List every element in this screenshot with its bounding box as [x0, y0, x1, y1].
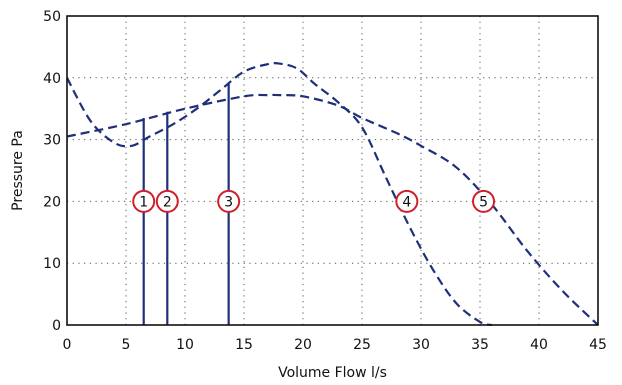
- y-tick-label: 0: [52, 318, 61, 334]
- y-tick-label: 50: [43, 9, 61, 25]
- x-tick-label: 45: [589, 337, 607, 353]
- marker-label: 1: [139, 194, 148, 210]
- marker-2: 2: [155, 189, 179, 213]
- y-axis-label: Pressure Pa: [10, 130, 26, 211]
- x-tick-label: 35: [471, 337, 489, 353]
- marker-1: 1: [132, 189, 156, 213]
- y-tick-label: 20: [43, 194, 61, 210]
- marker-label: 3: [224, 194, 233, 210]
- x-tick-label: 5: [122, 337, 131, 353]
- series-line-1: [66, 62, 493, 327]
- marker-circle: [132, 189, 156, 213]
- marker-label: 2: [163, 194, 172, 210]
- x-axis-label: Volume Flow l/s: [278, 365, 387, 381]
- marker-4: 4: [395, 189, 419, 213]
- grid: [67, 16, 598, 325]
- x-tick-label: 25: [353, 337, 371, 353]
- x-tick-label: 30: [412, 337, 430, 353]
- series-layer: [66, 62, 599, 327]
- x-tick-labels: 0 5 10 15 20 25 30 35 40 45: [63, 337, 607, 353]
- x-tick-label: 15: [235, 337, 253, 353]
- plot-frame: [66, 15, 599, 326]
- marker-5: 5: [472, 189, 496, 213]
- y-tick-label: 40: [43, 71, 61, 87]
- marker-circle: [217, 189, 241, 213]
- marker-circle: [472, 189, 496, 213]
- x-tick-label: 0: [63, 337, 72, 353]
- marker-3: 3: [217, 189, 241, 213]
- x-tick-label: 10: [176, 337, 194, 353]
- y-tick-labels: 0 10 20 30 40 50: [43, 9, 61, 334]
- marker-label: 4: [402, 194, 411, 210]
- y-tick-label: 30: [43, 133, 61, 149]
- marker-circle: [155, 189, 179, 213]
- series-line-2: [66, 93, 599, 326]
- marker-circle: [395, 189, 419, 213]
- x-tick-label: 40: [530, 337, 548, 353]
- y-tick-label: 10: [43, 256, 61, 272]
- marker-label: 5: [479, 194, 488, 210]
- x-tick-label: 20: [294, 337, 312, 353]
